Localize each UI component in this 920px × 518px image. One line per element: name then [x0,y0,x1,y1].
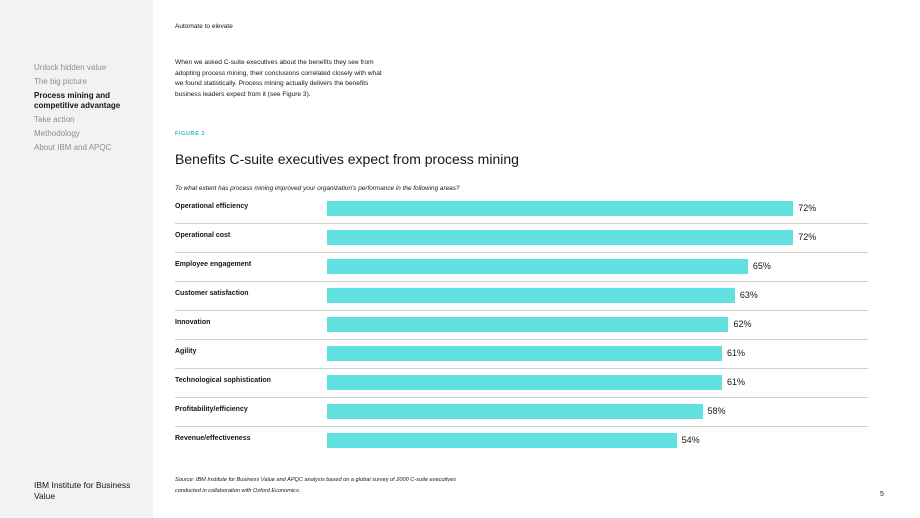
chart-row: Profitability/efficiency 58% [175,397,868,427]
category-label: Profitability/efficiency [175,406,248,413]
chart-row: Employee engagement 65% [175,252,868,282]
chart-row: Agility 61% [175,339,868,369]
figure-question: To what extent has process mining improv… [175,185,460,192]
category-label: Employee engagement [175,261,252,268]
bar [327,288,735,303]
sidebar-item-methodology[interactable]: Methodology [34,129,80,138]
bar-chart: Operational efficiency 72% Operational cos… [175,195,868,455]
category-label: Innovation [175,319,211,326]
value-label: 54% [681,435,700,445]
category-label: Agility [175,348,197,355]
figure-title: Benefits C-suite executives expect from … [175,151,519,167]
value-label: 72% [798,203,817,213]
category-label: Operational cost [175,232,231,239]
value-label: 62% [733,319,752,329]
brand-name: IBM Institute for Business Value [34,480,131,501]
value-label: 58% [707,406,726,416]
intro-paragraph: When we asked C-suite executives about t… [175,59,382,98]
chart-row: Technological sophistication 61% [175,368,868,398]
bar [327,375,722,390]
sidebar-nav: Unlock hidden value The big picture Proc… [34,63,146,157]
running-head: Automate to elevate [175,23,233,30]
category-label: Technological sophistication [175,377,271,384]
bar [327,317,729,332]
bar [327,230,794,245]
bar [327,404,703,419]
chart-row: Innovation 62% [175,310,868,340]
value-label: 63% [739,290,758,300]
chart-row: Operational cost 72% [175,223,868,253]
figure-label: FIGURE 2 [175,131,206,137]
chart-row: Customer satisfaction 63% [175,281,868,311]
sidebar: Unlock hidden value The big picture Proc… [0,0,153,518]
value-label: 72% [798,232,817,242]
chart-row: Operational efficiency 72% [175,194,868,224]
category-label: Customer satisfaction [175,290,249,297]
category-label: Operational efficiency [175,203,249,210]
value-label: 61% [726,377,745,387]
chart-row: Revenue/effectiveness 54% [175,426,868,455]
sidebar-item-the-big-picture[interactable]: The big picture [34,77,87,86]
bar [327,346,722,361]
category-label: Revenue/effectiveness [175,435,251,442]
sidebar-item-unlock-hidden-value[interactable]: Unlock hidden value [34,63,107,72]
value-label: 65% [752,261,771,271]
figure-source: Source: IBM Institute for Business Value… [175,477,456,494]
bar [327,201,794,216]
sidebar-item-take-action[interactable]: Take action [34,115,75,124]
value-label: 61% [726,348,745,358]
sidebar-item-about[interactable]: About IBM and APQC [34,143,112,152]
bar [327,433,677,448]
page-number: 5 [880,491,884,498]
sidebar-item-process-mining[interactable]: Process mining and competitive advantage [34,91,121,110]
bar [327,259,748,274]
